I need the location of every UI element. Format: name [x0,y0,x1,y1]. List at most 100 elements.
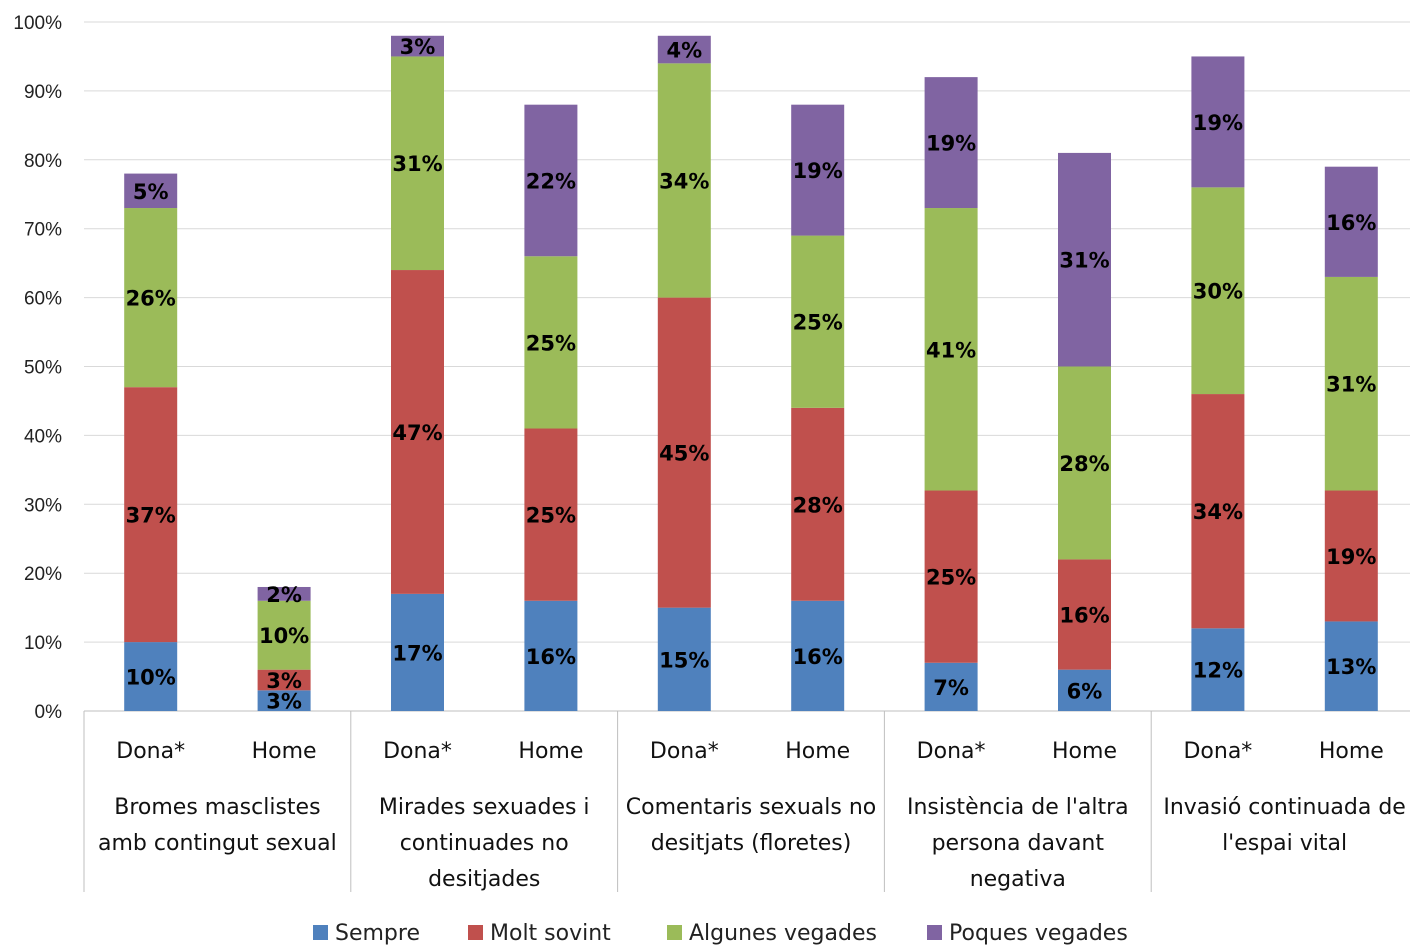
bar-segment [124,208,178,388]
bar-segment [791,407,845,601]
data-label: 10% [126,666,176,690]
data-label: 16% [793,645,843,669]
bar-segment [257,669,311,691]
data-label: 34% [659,169,709,193]
y-tick-label: 40% [24,426,62,447]
data-label: 13% [1326,655,1376,679]
x-group-label: continuades no [400,831,569,856]
x-group-label: persona davant [932,831,1105,856]
data-label: 16% [526,645,576,669]
y-tick-label: 90% [24,82,62,103]
bar-segment [391,593,444,711]
y-tick-label: 10% [24,633,62,654]
bar-segment [924,208,978,491]
data-label: 31% [392,152,442,176]
legend-label: Poques vegades [949,921,1128,946]
bar-segment [791,600,845,711]
data-label: 25% [793,311,843,335]
data-label: 16% [1059,604,1109,628]
x-category-label: Dona* [917,739,986,764]
data-label: 28% [1059,452,1109,476]
data-label: 41% [926,338,976,362]
legend-label: Algunes vegades [689,921,877,946]
data-label: 45% [659,442,709,466]
x-category-label: Dona* [650,739,719,764]
bars [124,35,1378,711]
bar-segment [657,35,711,64]
bar-segment [391,56,444,271]
bar-segment [524,104,578,257]
y-tick-label: 30% [24,495,62,516]
data-label: 6% [1067,679,1103,703]
x-category-label: Home [1052,739,1117,764]
bar-segment [1324,490,1378,622]
data-label: 3% [266,669,302,693]
data-label: 19% [926,132,976,156]
data-label: 19% [1193,111,1243,135]
bar-segment [791,104,845,236]
bar-segment [124,173,178,209]
data-label: 10% [259,624,309,648]
data-label: 19% [793,159,843,183]
data-label: 31% [1326,373,1376,397]
y-tick-label: 100% [13,13,62,34]
data-label: 34% [1193,500,1243,524]
bar-segment [257,600,311,670]
bar-segment [1324,621,1378,711]
bar-segment [1191,394,1245,629]
y-tick-label: 20% [24,564,62,585]
x-category-label: Home [1319,739,1384,764]
legend-label: Sempre [335,921,420,946]
y-axis: 0% 10% 20% 30% 40% 50% 60% 70% 80% 90% 100% [13,13,62,723]
x-group-label: Invasió continuada de [1163,795,1406,820]
x-group-label: desitjats (floretes) [651,831,852,856]
y-tick-label: 50% [24,358,62,379]
y-tick-label: 70% [24,220,62,241]
data-label: 19% [1326,545,1376,569]
x-axis: Dona* Home Dona* Home Dona* Home Dona* Home Dona… [83,711,1406,892]
bar-segment [657,297,711,608]
data-label: 37% [126,504,176,528]
bar-segment [1191,56,1245,188]
y-tick-label: 0% [35,702,63,723]
bar-segment [524,600,578,711]
data-label: 12% [1193,659,1243,683]
data-label: 4% [666,39,702,63]
data-label: 3% [266,690,302,714]
bar-segment [1191,187,1245,395]
x-category-label: Home [518,739,583,764]
data-label: 28% [793,493,843,517]
bar-segment [257,690,311,711]
x-group-label: negativa [970,867,1066,892]
bar-segment [391,35,444,57]
x-category-label: Dona* [116,739,185,764]
data-label: 3% [400,35,436,59]
data-label: 17% [392,641,442,665]
bar-segment [257,586,311,601]
data-label: 2% [266,583,302,607]
legend-swatch [313,925,328,940]
x-category-label: Home [252,739,317,764]
data-label: 16% [1326,211,1376,235]
bar-segment [1058,152,1111,367]
data-label: 47% [392,421,442,445]
bar-segment [124,387,178,643]
bar-segment [1324,166,1378,277]
bar-segment [524,256,578,429]
legend-swatch [927,925,942,940]
x-group-label: desitjades [428,867,540,892]
bar-segment [924,77,978,209]
bar-segment [657,63,711,298]
x-group-label: Insistència de l'altra [907,795,1129,820]
x-group-label: Comentaris sexuals no [626,795,876,820]
x-group-label: l'espai vital [1222,831,1347,856]
data-label: 22% [526,169,576,193]
legend-label: Molt sovint [490,921,611,946]
legend-swatch [667,925,682,940]
bar-segment [791,235,845,408]
bar-segment [391,270,444,594]
bar-segment [924,662,978,711]
bar-segment [1191,628,1245,711]
x-group-label: Bromes masclistes [114,795,320,820]
